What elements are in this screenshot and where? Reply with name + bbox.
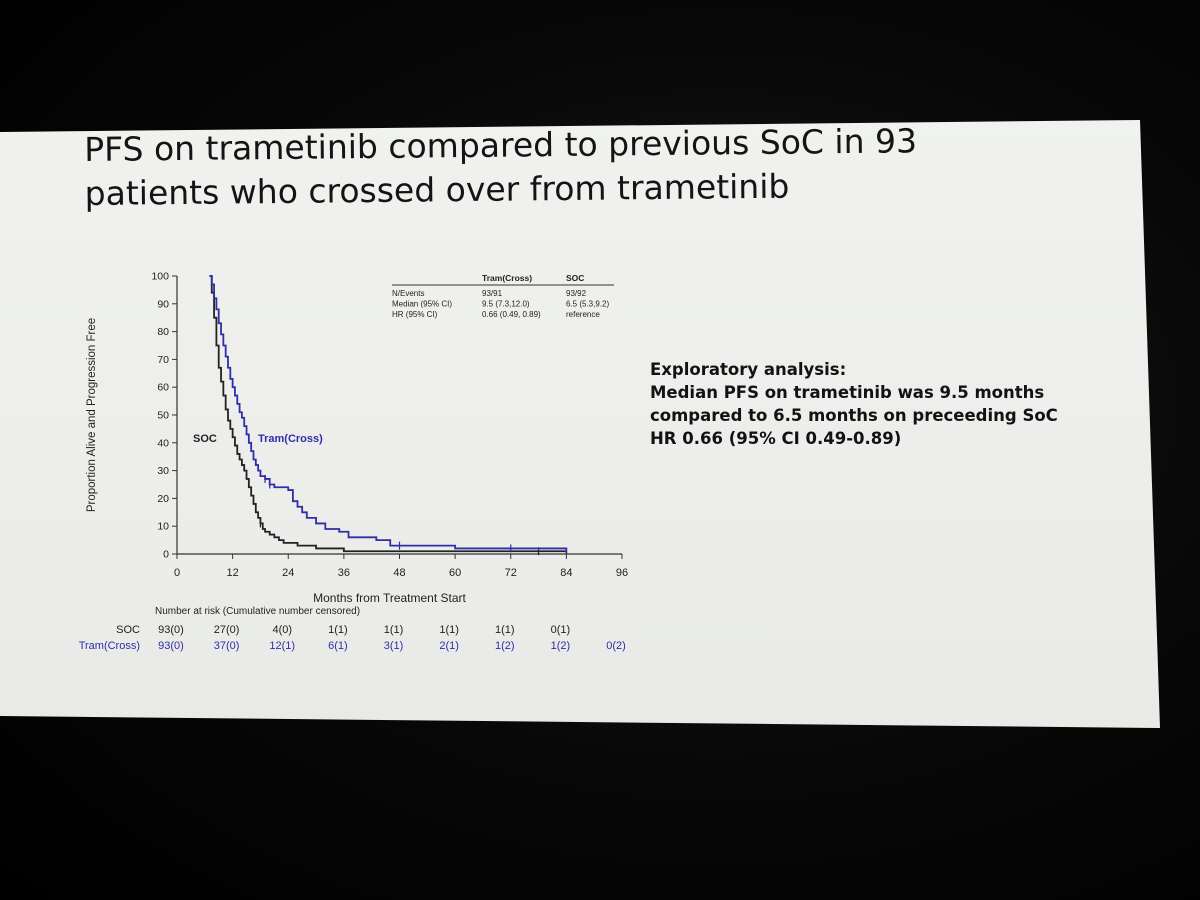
risk-table-value: 93(0) — [158, 624, 184, 636]
chart-series — [209, 275, 568, 556]
risk-table-value: 1(2) — [495, 640, 515, 652]
risk-table-value: 1(1) — [328, 624, 348, 636]
y-tick-label: 0 — [163, 549, 169, 561]
risk-table: Number at risk (Cumulative number censor… — [79, 606, 626, 652]
x-tick-label: 24 — [282, 567, 294, 579]
x-tick-label: 48 — [393, 567, 405, 579]
x-tick-label: 60 — [449, 567, 461, 579]
x-tick-label: 84 — [560, 567, 572, 579]
risk-table-value: 2(1) — [439, 640, 459, 652]
y-tick-label: 80 — [157, 326, 169, 338]
risk-table-value: 37(0) — [214, 640, 240, 652]
x-tick-label: 36 — [338, 567, 350, 579]
risk-table-value: 27(0) — [214, 624, 240, 636]
stats-table-cell: 0.66 (0.49, 0.89) — [482, 310, 541, 319]
stats-table: Tram(Cross) SOC N/Events 93/91 93/92 Median (… — [392, 273, 614, 319]
x-tick-label: 0 — [174, 567, 180, 579]
stats-table-cell: Median (95% CI) — [392, 300, 452, 309]
series-line-soc — [209, 275, 567, 553]
y-tick-label: 100 — [151, 271, 169, 283]
stats-table-cell: HR (95% CI) — [392, 310, 438, 319]
stats-table-cell: 93/91 — [482, 289, 503, 298]
y-axis-label: Proportion Alive and Progression Free — [86, 318, 98, 512]
y-tick-label: 10 — [157, 521, 169, 533]
chart-axes: 0 10 20 30 40 50 60 70 80 90 100 0 12 24 36 48 60 72 84 96 M… — [86, 271, 628, 606]
y-tick-label: 40 — [157, 437, 169, 449]
risk-table-value: 1(1) — [495, 624, 515, 636]
series-label-tram-cross: Tram(Cross) — [258, 433, 323, 445]
y-tick-label: 70 — [157, 354, 169, 366]
risk-table-value: 0(1) — [551, 624, 571, 636]
note-heading: Exploratory analysis: — [650, 360, 847, 379]
risk-table-title: Number at risk (Cumulative number censor… — [155, 606, 360, 617]
y-tick-label: 30 — [157, 465, 169, 477]
x-tick-label: 72 — [505, 567, 517, 579]
note-line-2: compared to 6.5 months on preceeding SoC — [650, 406, 1058, 425]
risk-table-value: 1(1) — [384, 624, 404, 636]
risk-table-value: 1(2) — [551, 640, 571, 652]
series-label-soc: SOC — [193, 433, 217, 445]
y-tick-label: 20 — [157, 493, 169, 505]
x-tick-label: 96 — [616, 567, 628, 579]
series-line-tram-cross — [209, 275, 568, 554]
risk-table-value: 93(0) — [158, 640, 184, 652]
risk-table-value: 0(2) — [606, 640, 626, 652]
y-tick-label: 60 — [157, 382, 169, 394]
stats-table-header: SOC — [566, 273, 584, 283]
y-tick-label: 90 — [157, 298, 169, 310]
stats-table-header: Tram(Cross) — [482, 273, 532, 283]
risk-table-value: 6(1) — [328, 640, 348, 652]
chart-labels: SOC Tram(Cross) — [193, 433, 323, 445]
exploratory-analysis-note: Exploratory analysis: Median PFS on tram… — [650, 358, 1058, 450]
note-line-1: Median PFS on trametinib was 9.5 months — [650, 383, 1045, 402]
x-tick-label: 12 — [227, 567, 239, 579]
risk-row-label: Tram(Cross) — [79, 640, 140, 652]
risk-table-value: 12(1) — [269, 640, 295, 652]
stats-table-cell: 6.5 (5.3,9.2) — [566, 300, 609, 309]
stats-table-cell: 93/92 — [566, 289, 587, 298]
x-axis-label: Months from Treatment Start — [313, 591, 466, 605]
risk-table-value: 3(1) — [384, 640, 404, 652]
risk-table-value: 1(1) — [439, 624, 459, 636]
stats-table-cell: N/Events — [392, 289, 424, 298]
stats-table-cell: 9.5 (7.3,12.0) — [482, 300, 530, 309]
risk-row-label: SOC — [116, 624, 140, 636]
y-tick-label: 50 — [157, 410, 169, 422]
risk-table-value: 4(0) — [272, 624, 292, 636]
stats-table-cell: reference — [566, 310, 600, 319]
note-line-3: HR 0.66 (95% CI 0.49-0.89) — [650, 429, 902, 448]
